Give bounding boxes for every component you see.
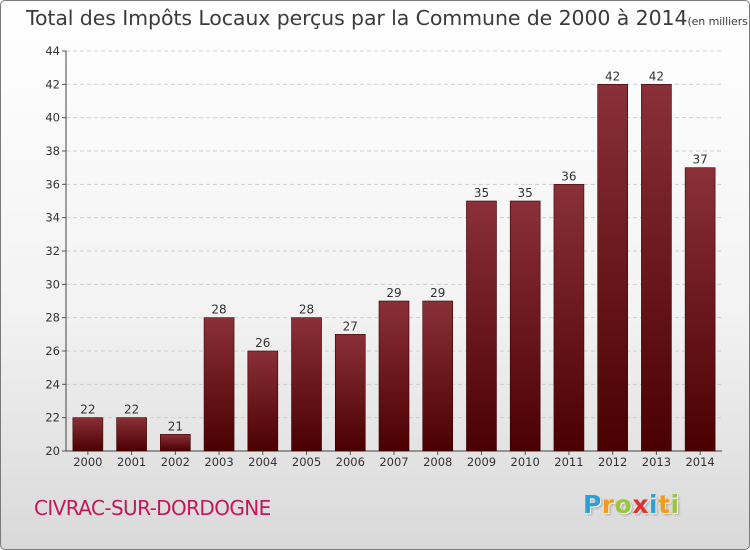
logo-letter-4: i xyxy=(649,490,659,519)
y-tick-label-26: 26 xyxy=(45,344,60,358)
value-label-2001: 22 xyxy=(124,403,139,417)
value-label-2003: 28 xyxy=(211,303,226,317)
chart-title: Total des Impôts Locaux perçus par la Co… xyxy=(26,6,750,30)
bar-2010 xyxy=(509,200,541,452)
bar-2000 xyxy=(72,417,104,452)
y-tick-label-20: 20 xyxy=(45,444,60,458)
value-label-2002: 21 xyxy=(168,419,183,433)
x-tick-label-2006: 2006 xyxy=(336,455,365,469)
bar-2011 xyxy=(553,184,585,452)
bar-2013 xyxy=(641,84,672,452)
value-label-2014: 37 xyxy=(692,153,707,167)
bar-2001 xyxy=(116,417,147,452)
title-text: Total des Impôts Locaux perçus par la Co… xyxy=(26,6,688,30)
title-unit: (en milliers d'€) xyxy=(687,15,750,28)
y-tick-label-34: 34 xyxy=(45,211,60,225)
bar-2004 xyxy=(247,350,279,452)
logo-letter-2: o xyxy=(614,490,633,519)
x-tick-label-2012: 2012 xyxy=(598,455,627,469)
y-tick-label-40: 40 xyxy=(45,111,60,125)
y-tick-label-28: 28 xyxy=(45,311,60,325)
value-label-2000: 22 xyxy=(80,403,95,417)
commune-name: CIVRAC-SUR-DORDOGNE xyxy=(34,496,271,520)
logo-letter-0: P xyxy=(583,490,602,519)
x-tick-label-2002: 2002 xyxy=(161,455,190,469)
bars xyxy=(72,84,716,452)
value-label-2011: 36 xyxy=(561,169,576,183)
value-label-2006: 27 xyxy=(343,319,358,333)
value-label-2013: 42 xyxy=(649,69,664,83)
bar-2005 xyxy=(291,317,322,452)
y-tick-label-32: 32 xyxy=(45,244,60,258)
y-tick-label-38: 38 xyxy=(45,144,60,158)
logo-letter-1: r xyxy=(601,490,615,519)
y-tick-label-44: 44 xyxy=(45,44,60,58)
x-tick-label-2003: 2003 xyxy=(204,455,233,469)
bar-2006 xyxy=(334,334,366,452)
x-tick-label-2004: 2004 xyxy=(248,455,277,469)
value-label-2005: 28 xyxy=(299,303,314,317)
logo-letter-6: i xyxy=(670,490,680,519)
logo-letter-5: t xyxy=(658,490,671,519)
y-tick-label-42: 42 xyxy=(45,77,60,91)
x-tick-label-2008: 2008 xyxy=(423,455,452,469)
x-tick-label-2007: 2007 xyxy=(379,455,408,469)
y-tick-label-24: 24 xyxy=(45,377,60,391)
bar-2014 xyxy=(684,167,716,452)
labels: 20 22 24 26 28 30 32 34 36 38 40 42 44 22 2000 22 2001 21… xyxy=(45,44,714,469)
x-tick-label-2014: 2014 xyxy=(685,455,714,469)
value-label-2009: 35 xyxy=(474,186,489,200)
bar-2007 xyxy=(378,300,410,452)
bar-2009 xyxy=(466,200,497,452)
value-label-2012: 42 xyxy=(605,69,620,83)
x-tick-label-2005: 2005 xyxy=(292,455,321,469)
logo-letter-3: x xyxy=(632,490,649,519)
x-tick-label-2001: 2001 xyxy=(117,455,146,469)
x-tick-label-2010: 2010 xyxy=(511,455,540,469)
y-tick-label-36: 36 xyxy=(45,177,60,191)
bar-2002 xyxy=(160,434,191,452)
x-tick-label-2011: 2011 xyxy=(554,455,583,469)
x-tick-label-2013: 2013 xyxy=(642,455,671,469)
bar-2008 xyxy=(422,300,454,452)
bar-2012 xyxy=(597,84,628,452)
x-tick-label-2009: 2009 xyxy=(467,455,496,469)
value-label-2007: 29 xyxy=(386,286,401,300)
y-tick-label-22: 22 xyxy=(45,411,60,425)
value-label-2008: 29 xyxy=(430,286,445,300)
x-tick-label-2000: 2000 xyxy=(73,455,102,469)
proxiti-logo: Proxiti xyxy=(583,490,680,519)
bar-2003 xyxy=(203,317,235,452)
value-label-2010: 35 xyxy=(518,186,533,200)
y-tick-label-30: 30 xyxy=(45,277,60,291)
value-label-2004: 26 xyxy=(255,336,270,350)
